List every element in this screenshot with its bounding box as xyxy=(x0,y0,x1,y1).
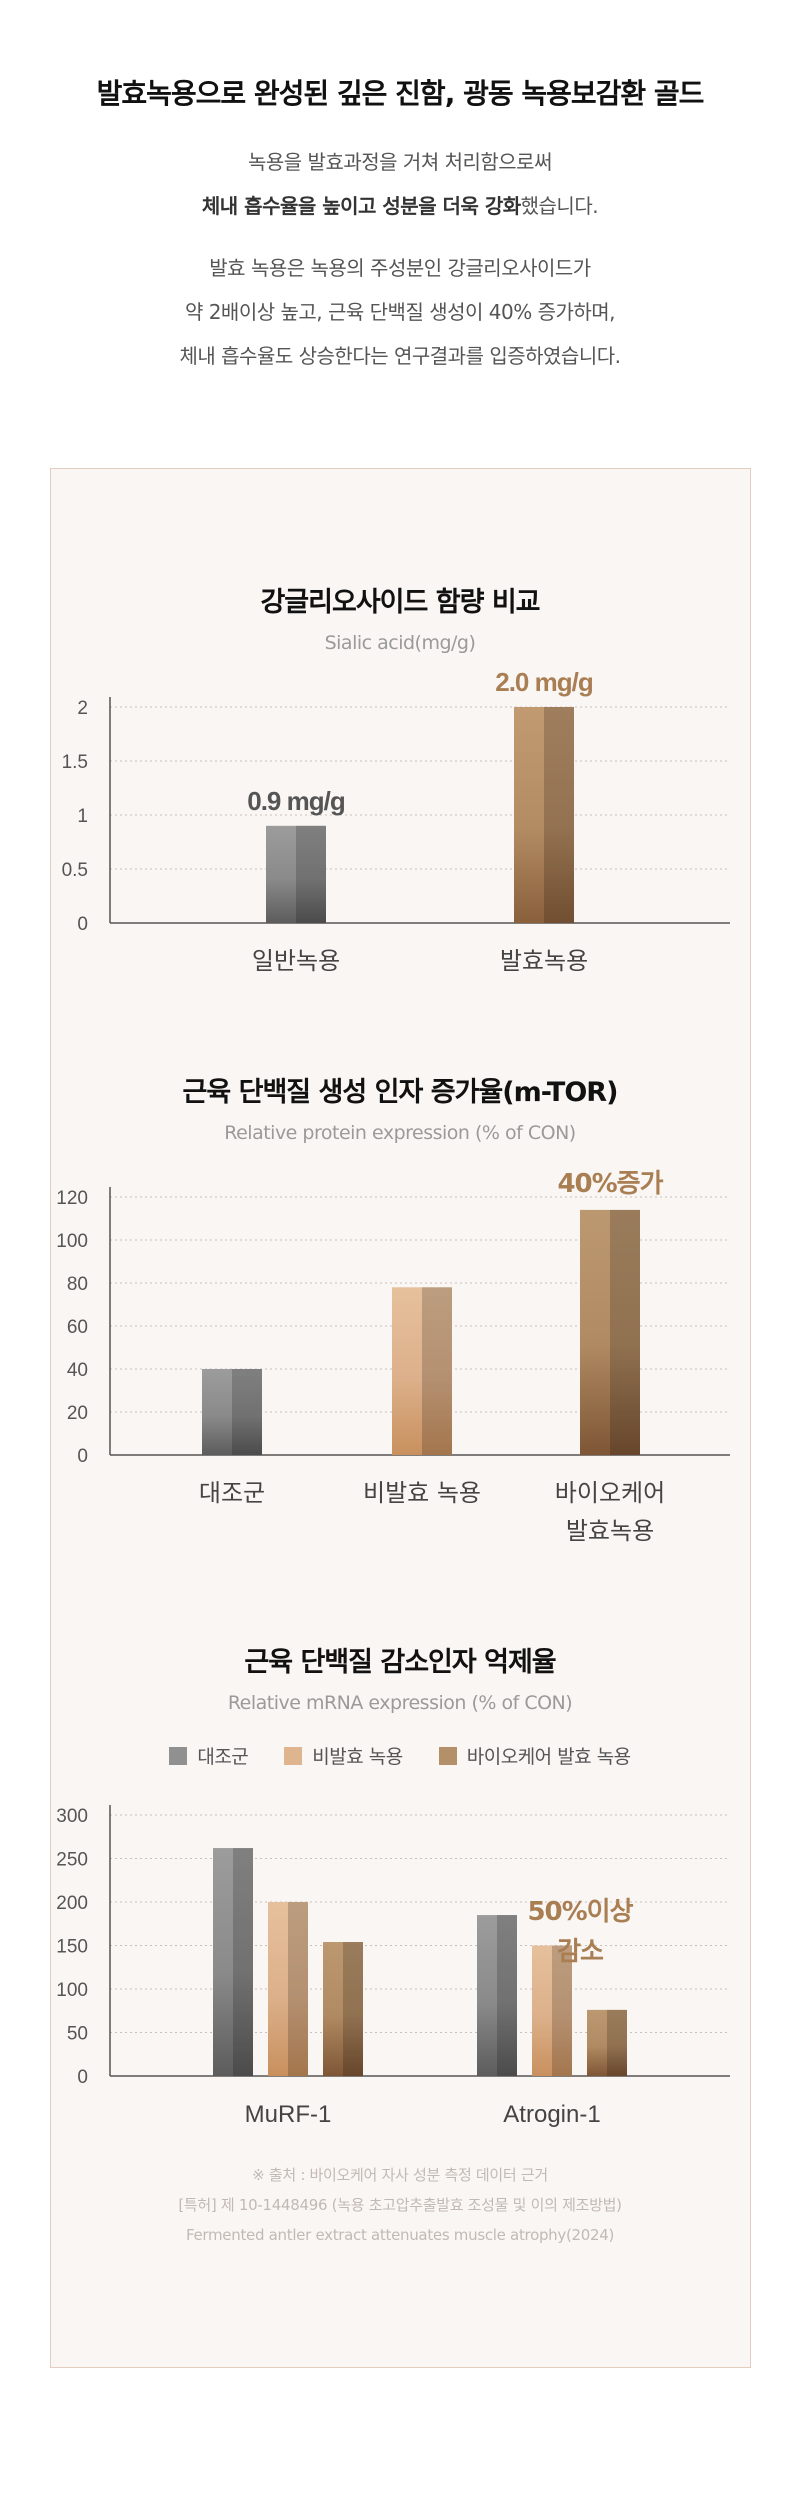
source-line-2: [특허] 제 10-1448496 (녹용 초고압추출발효 조성물 및 이의 제… xyxy=(178,2196,622,2214)
chart2-ytick: 120 xyxy=(56,1188,88,1209)
chart1-title: 강글리오사이드 함량 비교 xyxy=(260,587,540,618)
legend-swatch-tan xyxy=(284,1746,303,1765)
intro-line-3: 발효 녹용은 녹용의 주성분인 강글리오사이드가 xyxy=(209,256,591,280)
legend-label-unfermented: 비발효 녹용 xyxy=(312,1746,403,1768)
chart1-bar xyxy=(266,825,326,923)
chart1-category-label: 발효녹용 xyxy=(500,947,588,975)
chart2-category-label: 발효녹용 xyxy=(566,1517,654,1545)
intro-line-4: 약 2배이상 높고, 근육 단백질 생성이 40% 증가하며, xyxy=(184,300,616,324)
chart1-subtitle: Sialic acid(mg/g) xyxy=(324,632,476,654)
chart3-bar-shade xyxy=(343,1942,363,2076)
legend-item-unfermented: 비발효 녹용 xyxy=(284,1742,403,1769)
chart3-bar-shade xyxy=(607,2009,627,2076)
chart3-bar-shade xyxy=(552,1945,572,2076)
chart3-category-label: MuRF-1 xyxy=(245,2101,332,2128)
chart2-ytick: 0 xyxy=(77,1446,88,1467)
chart2-bar xyxy=(202,1369,262,1455)
chart2-ytick: 60 xyxy=(67,1317,88,1338)
source-line-3: Fermented antler extract attenuates musc… xyxy=(185,2226,615,2244)
chart2-title: 근육 단백질 생성 인자 증가율(m-TOR) xyxy=(182,1077,619,1108)
chart3-ytick: 50 xyxy=(67,2024,88,2045)
chart2-bar xyxy=(392,1287,452,1455)
chart1-category-label: 일반녹용 xyxy=(252,947,340,975)
chart1-ytick: 0 xyxy=(77,914,88,935)
chart3-ytick: 250 xyxy=(56,1850,88,1871)
chart3-ytick: 0 xyxy=(77,2067,88,2088)
chart2-category-label: 대조군 xyxy=(199,1479,265,1507)
legend-swatch-brown xyxy=(438,1746,457,1765)
intro-line-2: 체내 흡수율을 높이고 성분을 더욱 강화했습니다. xyxy=(0,188,800,224)
chart3-subtitle: Relative mRNA expression (% of CON) xyxy=(227,1692,573,1714)
chart2-bar-shade xyxy=(422,1287,452,1455)
chart3-ytick: 200 xyxy=(56,1893,88,1914)
chart3-ytick: 100 xyxy=(56,1980,88,2001)
chart3-bar-shade xyxy=(288,1902,308,2076)
chart3-title: 근육 단백질 감소인자 억제율 xyxy=(244,1647,556,1678)
source-line-1: ※ 출처 : 바이오케어 자사 성분 측정 데이터 근거 xyxy=(252,2166,548,2184)
chart1-bar xyxy=(514,707,574,923)
chart3-bar xyxy=(323,1942,363,2076)
chart2-ytick: 40 xyxy=(67,1360,88,1381)
intro-line-2-rest: 했습니다. xyxy=(520,194,599,218)
intro-emphasis: 체내 흡수율을 높이고 성분을 더욱 강화 xyxy=(201,194,521,218)
chart1-ytick: 0.5 xyxy=(62,860,88,881)
chart2-bar xyxy=(580,1209,640,1455)
legend-item-control: 대조군 xyxy=(169,1742,249,1769)
headline: 발효녹용으로 완성된 깊은 진함, 광동 녹용보감환 골드 xyxy=(96,77,705,110)
chart3-bar xyxy=(268,1902,308,2076)
chart1-ytick: 1.5 xyxy=(62,752,88,773)
chart3-bar-shade xyxy=(497,1915,517,2076)
chart3-category-label: Atrogin-1 xyxy=(503,2101,600,2128)
legend-label-control: 대조군 xyxy=(197,1746,249,1768)
chart1-data-label: 2.0 mg/g xyxy=(495,667,593,697)
chart2-ytick: 80 xyxy=(67,1274,88,1295)
chart3-bar-shade xyxy=(233,1848,253,2076)
legend-item-biocare: 바이오케어 발효 녹용 xyxy=(438,1742,631,1769)
chart3-bar xyxy=(477,1915,517,2076)
chart1-svg: 0 0.5 1 1.5 2 0.9 mg/g 일반녹용 2.0 mg/g 발효녹용 xyxy=(62,667,730,975)
legend-swatch-gray xyxy=(169,1746,188,1765)
chart3-bar xyxy=(213,1848,253,2076)
chart2-ytick: 20 xyxy=(67,1403,88,1424)
chart1-bar-shade xyxy=(296,825,326,923)
chart3-ytick: 150 xyxy=(56,1937,88,1958)
intro-line-1: 녹용을 발효과정을 거쳐 처리함으로써 xyxy=(248,150,552,174)
chart1-bar-shade xyxy=(544,707,574,923)
chart3-legend: 대조군 비발효 녹용 바이오케어 발효 녹용 xyxy=(0,1742,800,1769)
chart1-data-label: 0.9 mg/g xyxy=(247,786,345,816)
chart3-annotation: 감소 xyxy=(557,1937,604,1967)
chart3-annotation: 50%이상 xyxy=(527,1897,633,1927)
chart1-ytick: 1 xyxy=(77,806,88,827)
chart2-annotation: 40%증가 xyxy=(557,1169,663,1199)
chart2-ytick: 100 xyxy=(56,1231,88,1252)
intro-line-5: 체내 흡수율도 상승한다는 연구결과를 입증하였습니다. xyxy=(179,344,622,368)
chart3-bar xyxy=(532,1945,572,2076)
chart2-bar-shade xyxy=(232,1369,262,1455)
legend-label-biocare: 바이오케어 발효 녹용 xyxy=(466,1746,631,1768)
chart2-subtitle: Relative protein expression (% of CON) xyxy=(224,1122,576,1144)
chart2-bar-shade xyxy=(610,1209,640,1455)
chart3-bar xyxy=(587,2009,627,2076)
chart3-ytick: 300 xyxy=(56,1806,88,1827)
chart1-ytick: 2 xyxy=(77,698,88,719)
chart2-category-label: 바이오케어 xyxy=(555,1479,665,1507)
chart2-category-label: 비발효 녹용 xyxy=(363,1479,481,1507)
